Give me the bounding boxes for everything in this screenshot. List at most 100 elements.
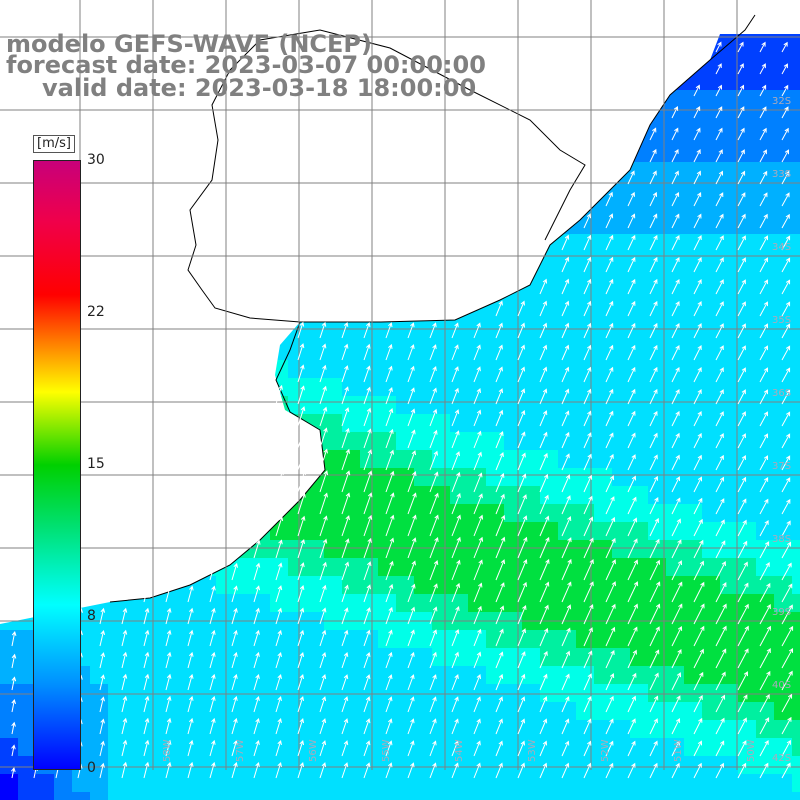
wind-arrow	[561, 366, 570, 383]
wind-speed-cell	[468, 792, 486, 800]
wind-speed-cell	[702, 162, 720, 180]
wind-speed-cell	[558, 792, 576, 800]
wind-speed-cell	[648, 720, 666, 738]
wind-speed-cell	[738, 558, 756, 576]
wind-speed-cell	[288, 738, 306, 756]
wind-arrow	[253, 761, 260, 779]
wind-speed-cell	[756, 270, 774, 288]
wind-speed-cell	[18, 666, 36, 684]
wind-speed-cell	[594, 288, 612, 306]
wind-speed-cell	[756, 198, 774, 216]
wind-speed-cell	[324, 522, 342, 540]
wind-speed-cell	[432, 792, 450, 800]
wind-speed-cell	[234, 666, 252, 684]
wind-speed-cell	[90, 720, 108, 738]
wind-arrow	[473, 322, 481, 339]
latitude-label: 37S	[772, 461, 792, 472]
wind-speed-cell	[126, 720, 144, 738]
wind-speed-cell	[612, 684, 630, 702]
wind-speed-cell	[504, 324, 522, 342]
wind-speed-cell	[774, 288, 792, 306]
wind-arrow	[671, 518, 681, 537]
wind-arrow	[693, 323, 702, 339]
wind-arrow	[583, 559, 594, 581]
wind-arrow	[517, 673, 526, 691]
wind-speed-cell	[666, 468, 684, 486]
wind-speed-cell	[504, 666, 522, 684]
wind-speed-cell	[702, 72, 720, 90]
wind-arrow	[275, 492, 284, 515]
wind-speed-cell	[18, 720, 36, 738]
wind-speed-cell	[180, 684, 198, 702]
wind-speed-cell	[486, 792, 504, 800]
wind-arrow	[561, 740, 570, 757]
wind-arrow	[759, 279, 768, 295]
wind-speed-cell	[288, 558, 306, 576]
wind-arrow	[759, 694, 770, 713]
wind-speed-cell	[324, 558, 342, 576]
wind-arrow	[539, 740, 548, 757]
wind-speed-cell	[630, 360, 648, 378]
wind-speed-cell	[576, 756, 594, 774]
wind-arrow	[495, 322, 503, 339]
wind-speed-cell	[288, 702, 306, 720]
wind-arrow	[11, 767, 16, 779]
wind-speed-cell	[558, 666, 576, 684]
wind-speed-cell	[360, 648, 378, 666]
wind-arrow	[737, 301, 746, 317]
wind-speed-cell	[414, 594, 432, 612]
wind-speed-cell	[144, 792, 162, 800]
wind-speed-cell	[450, 594, 468, 612]
wind-speed-cell	[630, 666, 648, 684]
wind-speed-cell	[234, 774, 252, 792]
wind-speed-cell	[612, 216, 630, 234]
wind-speed-cell	[360, 324, 378, 342]
wind-speed-cell	[774, 216, 792, 234]
wind-speed-cell	[306, 648, 324, 666]
wind-speed-cell	[666, 594, 684, 612]
wind-speed-cell	[648, 378, 666, 396]
wind-speed-cell	[180, 774, 198, 792]
wind-speed-cell	[720, 360, 738, 378]
wind-speed-cell	[108, 648, 126, 666]
wind-arrow	[671, 432, 680, 449]
wind-speed-cell	[450, 558, 468, 576]
wind-speed-cell	[342, 594, 360, 612]
wind-speed-cell	[324, 702, 342, 720]
wind-arrow	[627, 256, 636, 273]
wind-speed-cell	[792, 594, 800, 612]
wind-speed-cell	[774, 396, 792, 414]
wind-speed-cell	[756, 414, 774, 432]
wind-arrow	[737, 367, 746, 383]
wind-arrow	[605, 516, 616, 537]
wind-arrow	[671, 344, 680, 361]
wind-speed-cell	[126, 774, 144, 792]
wind-speed-cell	[558, 504, 576, 522]
wind-arrow	[649, 718, 658, 735]
wind-speed-cell	[702, 702, 720, 720]
wind-speed-cell	[486, 324, 504, 342]
wind-arrow	[737, 740, 747, 757]
wind-arrow	[715, 235, 724, 251]
wind-arrow	[275, 629, 282, 647]
wind-speed-cell	[720, 234, 738, 252]
wind-speed-cell	[738, 216, 756, 234]
wind-arrow	[759, 106, 767, 119]
wind-speed-cell	[360, 414, 378, 432]
wind-speed-cell	[666, 306, 684, 324]
wind-speed-cell	[252, 540, 270, 558]
wind-arrow	[231, 739, 238, 757]
wind-speed-cell	[684, 360, 702, 378]
wind-arrow	[319, 538, 328, 559]
wind-speed-cell	[558, 486, 576, 504]
wind-speed-cell	[684, 468, 702, 486]
wind-arrow	[781, 127, 789, 141]
wind-arrow	[715, 498, 725, 515]
wind-arrow	[715, 41, 722, 53]
wind-speed-cell	[306, 702, 324, 720]
wind-arrow	[693, 345, 702, 361]
wind-speed-cell	[594, 558, 612, 576]
wind-speed-cell	[450, 792, 468, 800]
wind-arrow	[693, 84, 700, 97]
wind-speed-cell	[720, 522, 738, 540]
